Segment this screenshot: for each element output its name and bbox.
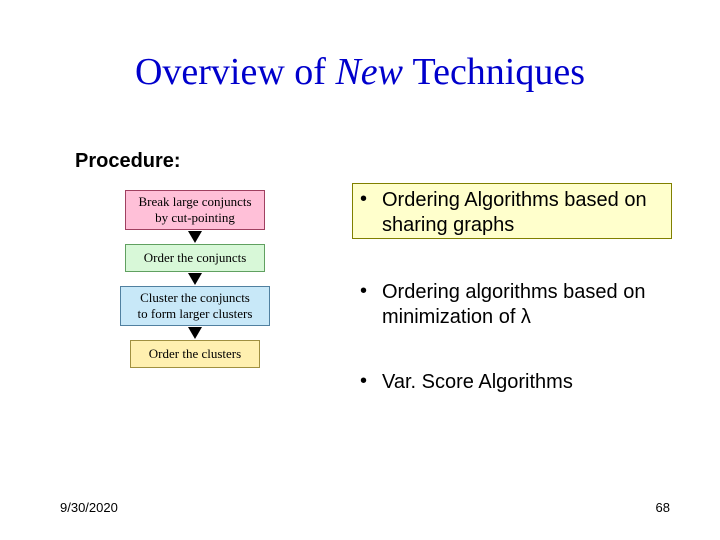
title-italic: New <box>335 51 412 93</box>
footer-page-number: 68 <box>620 500 670 515</box>
bullet-dot-icon: • <box>360 370 382 393</box>
title-part-2: Techniques <box>413 51 586 93</box>
flow-box-0: Break large conjunctsby cut-pointing <box>125 190 265 230</box>
flow-box-1: Order the conjuncts <box>125 244 265 272</box>
bullet-dot-icon: • <box>360 280 382 303</box>
bullet-1: •Ordering algorithms based on minimizati… <box>360 280 660 330</box>
bullet-text-2: Var. Score Algorithms <box>382 370 573 395</box>
procedure-heading: Procedure: <box>75 150 181 173</box>
flow-arrow-1 <box>188 273 202 285</box>
flow-arrow-0 <box>188 231 202 243</box>
footer-date: 9/30/2020 <box>60 500 118 515</box>
flow-box-3: Order the clusters <box>130 340 260 368</box>
slide-title: Overview of New Techniques <box>0 50 720 94</box>
flow-box-2: Cluster the conjunctsto form larger clus… <box>120 286 270 326</box>
title-part-1: Overview of <box>135 51 335 93</box>
bullet-dot-icon: • <box>360 188 382 211</box>
slide: Overview of New Techniques Procedure: Br… <box>0 0 720 540</box>
bullet-text-0: Ordering Algorithms based on sharing gra… <box>382 188 660 238</box>
flow-arrow-2 <box>188 327 202 339</box>
bullet-text-1: Ordering algorithms based on minimizatio… <box>382 280 660 330</box>
bullet-2: •Var. Score Algorithms <box>360 370 660 395</box>
bullet-0: •Ordering Algorithms based on sharing gr… <box>360 188 660 238</box>
